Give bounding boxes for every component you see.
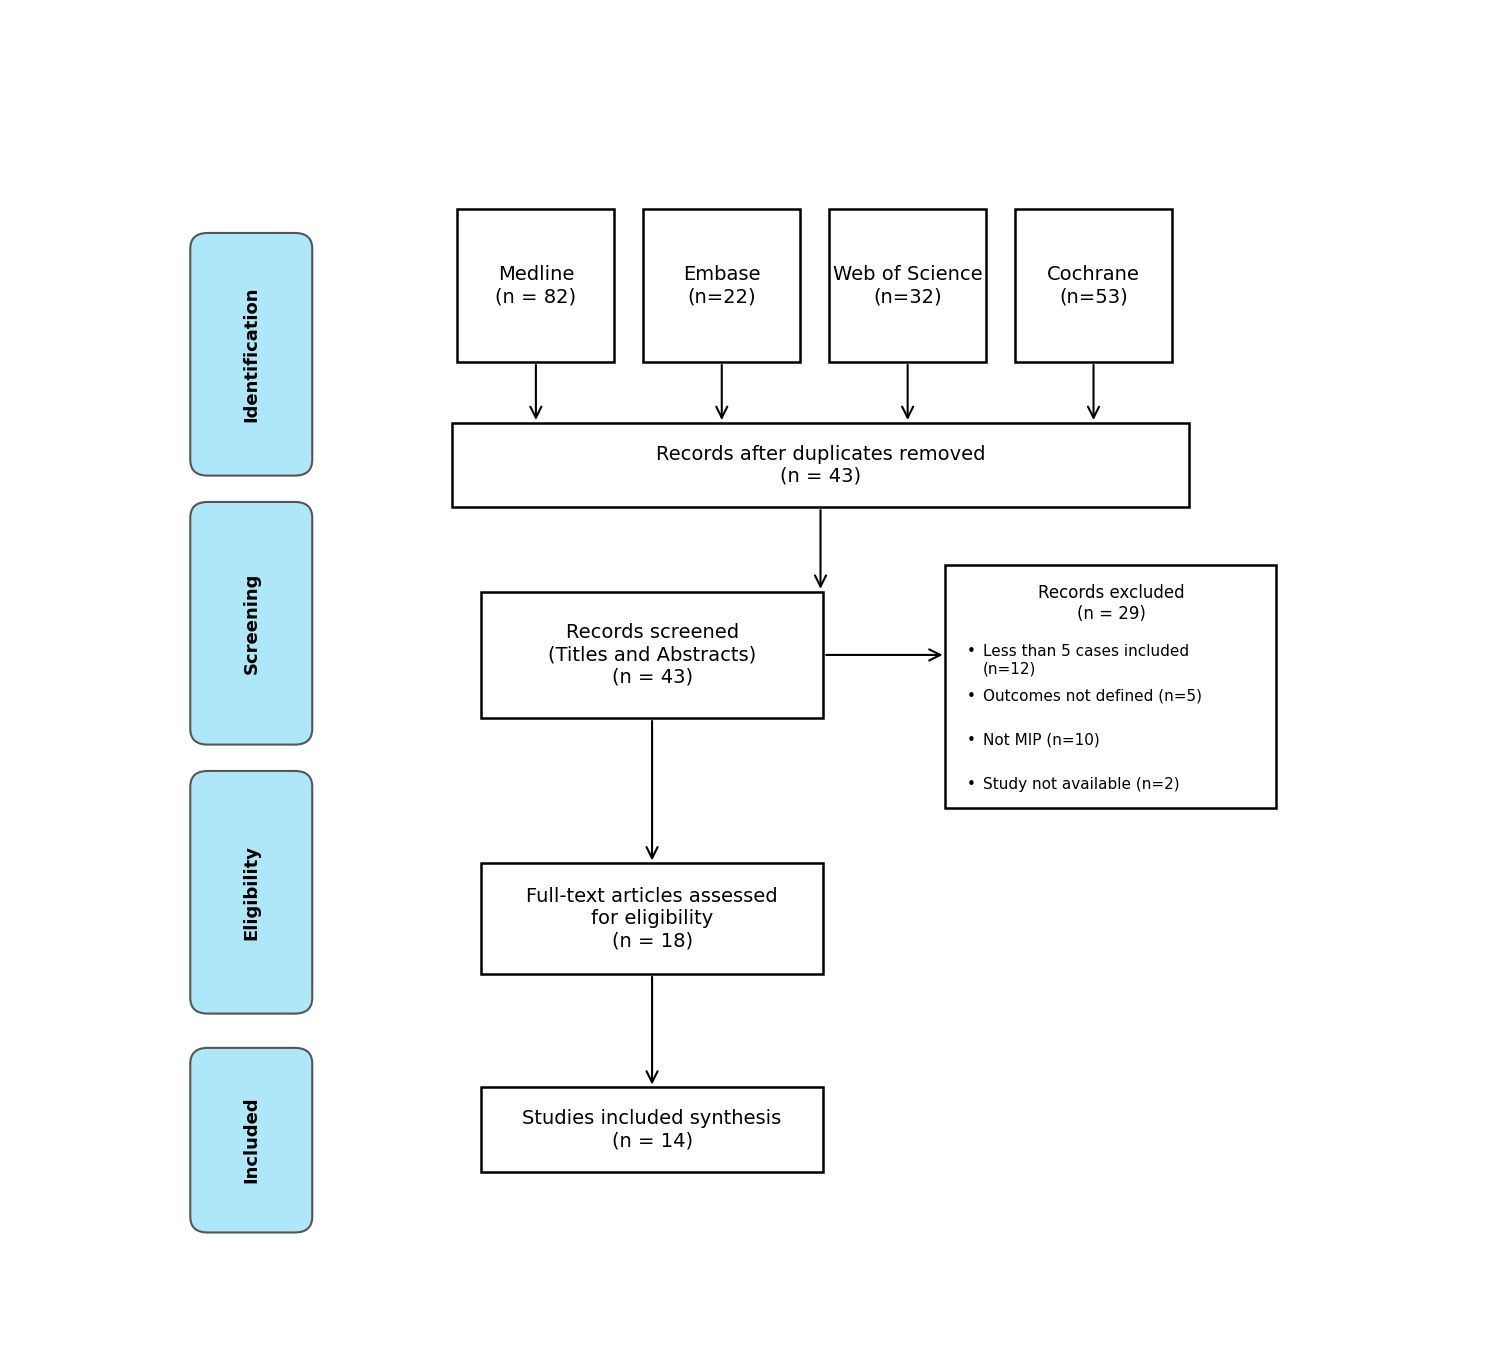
- Text: Outcomes not defined (n=5): Outcomes not defined (n=5): [982, 689, 1202, 704]
- FancyBboxPatch shape: [190, 1048, 312, 1233]
- Text: Embase
(n=22): Embase (n=22): [684, 266, 760, 307]
- Text: •: •: [967, 644, 976, 659]
- FancyBboxPatch shape: [481, 863, 823, 974]
- Text: Eligibility: Eligibility: [243, 845, 261, 940]
- Text: •: •: [967, 733, 976, 748]
- Text: •: •: [967, 689, 976, 704]
- FancyBboxPatch shape: [451, 423, 1189, 507]
- FancyBboxPatch shape: [190, 771, 312, 1014]
- Text: Records after duplicates removed
(n = 43): Records after duplicates removed (n = 43…: [655, 444, 985, 485]
- Text: Web of Science
(n=32): Web of Science (n=32): [833, 266, 982, 307]
- Text: Studies included synthesis
(n = 14): Studies included synthesis (n = 14): [523, 1110, 781, 1151]
- Text: Identification: Identification: [243, 286, 261, 422]
- FancyBboxPatch shape: [1015, 210, 1172, 362]
- Text: Records excluded
(n = 29): Records excluded (n = 29): [1037, 584, 1184, 623]
- Text: Screening: Screening: [243, 573, 261, 674]
- FancyBboxPatch shape: [946, 566, 1277, 808]
- Text: Study not available (n=2): Study not available (n=2): [982, 777, 1180, 792]
- Text: •: •: [967, 777, 976, 792]
- FancyBboxPatch shape: [481, 1088, 823, 1171]
- Text: Less than 5 cases included
(n=12): Less than 5 cases included (n=12): [982, 644, 1189, 677]
- Text: Medline
(n = 82): Medline (n = 82): [495, 266, 577, 307]
- Text: Included: Included: [243, 1097, 261, 1184]
- FancyBboxPatch shape: [457, 210, 615, 362]
- Text: Cochrane
(n=53): Cochrane (n=53): [1048, 266, 1139, 307]
- FancyBboxPatch shape: [481, 592, 823, 718]
- FancyBboxPatch shape: [190, 233, 312, 475]
- FancyBboxPatch shape: [190, 501, 312, 745]
- Text: Records screened
(Titles and Abstracts)
(n = 43): Records screened (Titles and Abstracts) …: [549, 623, 755, 686]
- Text: Full-text articles assessed
for eligibility
(n = 18): Full-text articles assessed for eligibil…: [526, 888, 778, 951]
- Text: Not MIP (n=10): Not MIP (n=10): [982, 733, 1099, 748]
- FancyBboxPatch shape: [643, 210, 800, 362]
- FancyBboxPatch shape: [829, 210, 986, 362]
